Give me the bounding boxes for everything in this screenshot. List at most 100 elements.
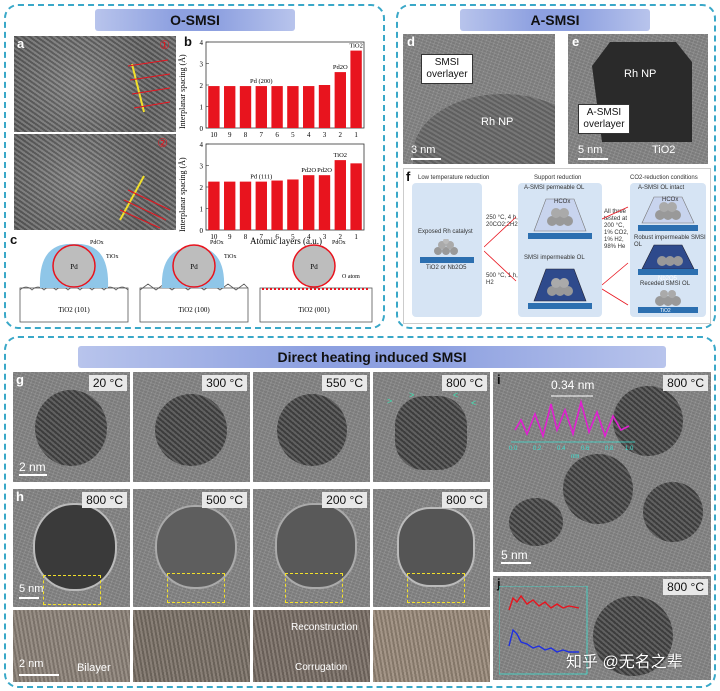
chart-bottom-xtick-8: 2: [339, 233, 343, 241]
chart-bottom-xtick-9: 1: [354, 233, 358, 241]
panel-b-label: b: [184, 34, 192, 49]
panel-f-substrate-label: TiO2 or Nb2O5: [426, 265, 467, 271]
chart-bottom-annotation-3: TiO2: [334, 152, 348, 159]
chart-top-bar-9: [350, 50, 362, 128]
chart-top-bar-6: [303, 86, 315, 128]
asmsi-title: A-SMSI: [460, 9, 650, 31]
chart-top-xtick-5: 5: [291, 131, 295, 139]
panel-c-tiox-2: TiOx: [224, 254, 236, 260]
panel-f-catalyst-5: [641, 244, 695, 270]
panel-j-particle: [593, 596, 673, 676]
chart-xlabel: Atomic layers (a.u.): [250, 236, 322, 246]
panel-h-particle-2: [155, 505, 237, 589]
panel-i-line-profile: 0.0 0.2 0.4 0.6 0.8 1.0 nm: [509, 395, 635, 460]
panel-f-box-1: Exposed Rh catalyst TiO2 or Nb2O5: [412, 183, 482, 317]
panel-f-substrate-6: [638, 307, 698, 313]
panel-d-label: d: [407, 34, 415, 49]
panel-i-tick-1: 0.2: [533, 446, 542, 452]
panel-f-arrows-2: [602, 206, 629, 306]
panel-c-pd-2: Pd: [190, 263, 198, 271]
panel-h-temp-2: 500 °C: [202, 492, 247, 508]
panel-i-tick-3: 0.6: [581, 446, 590, 452]
chart-bottom-bar-1: [224, 181, 236, 230]
chart-bottom-ytick-4: 4: [200, 141, 204, 149]
chart-top: 0 1 2 3 4 10 9 8 7 6 5 4 3 2 1 Pd (200) Pd2O TiO2: [200, 39, 365, 139]
chart-top-xtick-0: 10: [210, 131, 218, 139]
panel-f-catalyst-4: [641, 196, 695, 224]
panel-e-scalebar: [578, 158, 608, 160]
panel-a-label: a: [17, 36, 25, 51]
panel-h-zoom-box-2: [167, 573, 225, 603]
panel-c-support-2: TiO2 (100): [178, 306, 210, 314]
chart-bottom-bar-6: [303, 175, 315, 230]
chart-bottom-bar-7: [318, 175, 331, 230]
panel-a-marker-1: ①: [159, 38, 170, 52]
chart-bottom: 0 1 2 3 4 10 9 8 7 6 5 4 3 2 1 Pd (111) Pd2O Pd2O TiO2: [200, 141, 365, 241]
panel-h-image-1: h 800 °C 5 nm: [13, 489, 130, 607]
chart-top-annotation-2: TiO2: [349, 43, 363, 50]
panel-f-substrate-5: [638, 269, 698, 275]
chart-bottom-xtick-0: 10: [210, 233, 218, 241]
panel-f-col2: Support reduction: [534, 175, 582, 181]
asmsi-section: [396, 4, 716, 329]
panel-f-robust: Robust impermeable SMSI OL: [634, 235, 706, 248]
panel-i-tick-4: 0.8: [605, 446, 614, 452]
panel-f-substrate-4: [638, 225, 698, 231]
chart-bottom-bar-4: [271, 180, 283, 230]
panel-c-support-1: TiO2 (101): [58, 306, 90, 314]
panel-c-pd-1: Pd: [70, 263, 78, 271]
panel-h-image-4: 800 °C: [373, 489, 490, 607]
panel-g-image-2: 300 °C: [133, 372, 250, 482]
chart-bottom-xtick-2: 8: [244, 233, 248, 241]
panel-j-label: j: [497, 576, 501, 591]
panel-g-temp-3: 550 °C: [322, 375, 367, 391]
panel-h-scale-1: 5 nm: [19, 583, 44, 595]
panel-j-profiles: [499, 586, 588, 675]
panel-g-particle-2: [155, 394, 227, 466]
panel-i-particle-3: [509, 498, 563, 546]
chart-bottom-annotation-2: Pd2O: [317, 167, 332, 174]
panel-f-cond1: 250 °C, 4 h, 20CO2:2H2: [486, 215, 518, 228]
panel-g-image-1: g 20 °C 2 nm: [13, 372, 130, 482]
panel-c-label: c: [10, 232, 18, 247]
panel-f-sub-ti: TiO2: [660, 308, 671, 314]
chart-top-bar-3: [255, 86, 267, 128]
panel-f-perm: A-SMSI permeable OL: [524, 185, 585, 191]
panel-c-schematic: Pd PdOx TiOx TiO2 (101) Pd PdOx TiOx TiO…: [19, 240, 373, 323]
panel-h-zoom-1: Bilayer 2 nm: [13, 610, 130, 682]
svg-text:>: >: [387, 396, 392, 406]
panel-c-pd-3: Pd: [310, 263, 318, 271]
chart-top-ytick-3: 3: [200, 61, 204, 69]
panel-c-item-2: Pd PdOx TiOx TiO2 (100): [139, 240, 249, 323]
panel-i-spacing: 0.34 nm: [551, 378, 595, 392]
panel-h-bilayer: Bilayer: [77, 662, 111, 674]
panel-f-catalyst-3: [533, 268, 587, 302]
panel-a-measure-lines-1: [127, 59, 171, 113]
panel-h-temp-4: 800 °C: [442, 492, 487, 508]
panel-h-zoom-4: [373, 610, 490, 682]
panel-f-label: f: [406, 169, 411, 184]
chart-bottom-annotation-0: Pd (111): [250, 174, 272, 181]
chart-top-annotation-0: Pd (200): [250, 78, 273, 85]
panel-c-pdox-3: PdOx: [332, 240, 346, 246]
panel-e-image: e Rh NP A-SMSI overlayer 5 nm TiO2: [568, 34, 708, 164]
panel-i-label: i: [497, 372, 501, 387]
panel-c-item-3: Pd PdOx O atom TiO2 (001): [259, 240, 373, 323]
osmsi-section: [4, 4, 385, 329]
panel-h-image-2: 500 °C: [133, 489, 250, 607]
panel-h-particle-3: [275, 503, 357, 589]
chart-top-bar-2: [239, 86, 252, 128]
chart-top-ytick-2: 2: [200, 82, 204, 90]
panel-h-temp-1: 800 °C: [82, 492, 127, 508]
chart-bottom-xtick-6: 4: [307, 233, 311, 241]
panel-g-image-3: 550 °C: [253, 372, 370, 482]
panel-i-image: i 800 °C 0.34 nm 0.0 0.2 0.4 0.6 0.8 1.0…: [493, 372, 711, 572]
direct-section: [4, 336, 716, 688]
chart-top-ytick-4: 4: [200, 39, 204, 47]
panel-i-particle-1: [613, 386, 683, 456]
chart-top-bar-0: [208, 86, 220, 128]
panel-e-np-label: Rh NP: [624, 68, 657, 80]
panel-g-temp-2: 300 °C: [202, 375, 247, 391]
panel-c-item-1: Pd PdOx TiOx TiO2 (101): [19, 240, 129, 323]
chart-top-xtick-7: 3: [323, 131, 327, 139]
